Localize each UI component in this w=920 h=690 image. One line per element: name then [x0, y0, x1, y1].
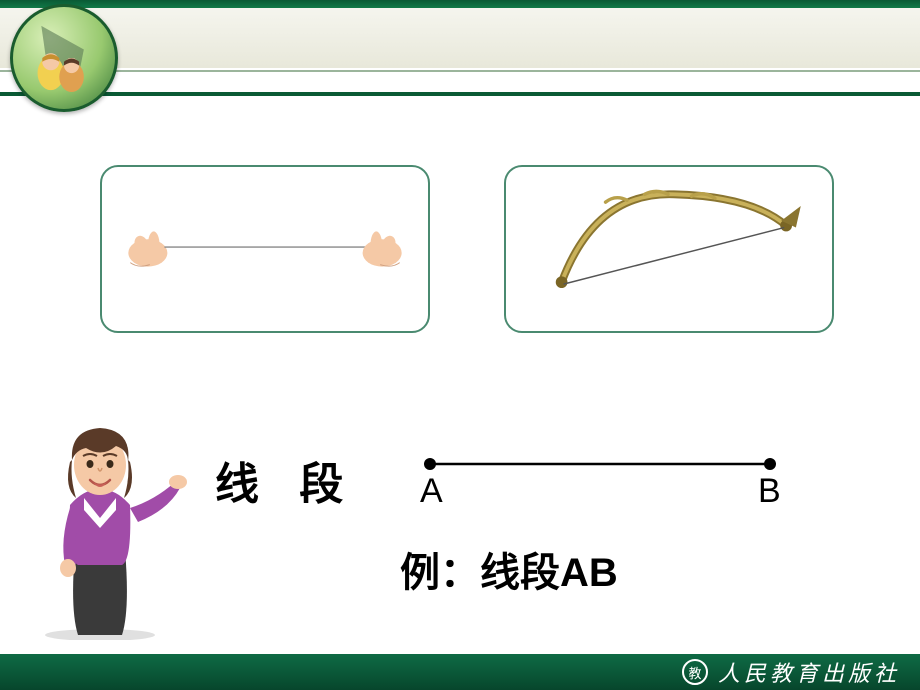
publisher-logo-icon: 教 [682, 659, 708, 685]
header-bar [0, 0, 920, 95]
teacher-illustration [20, 410, 190, 640]
content-area: 线 段 A B 例：线段AB [0, 100, 920, 650]
line-segment-diagram: A B [420, 450, 780, 510]
header-rule-1 [0, 70, 920, 72]
point-b-label: B [758, 472, 781, 511]
publisher-name: 人民教育出版社 [718, 656, 900, 688]
header-rule-2 [0, 92, 920, 96]
publisher-logo-text: 教 [688, 663, 701, 682]
example-prefix: 例：线段 [400, 551, 560, 595]
point-a-label: A [420, 472, 443, 511]
header-stripe-top [0, 0, 920, 8]
badge-icon [10, 4, 118, 112]
card-hands-string [100, 165, 430, 333]
header-bg [0, 8, 920, 68]
main-label: 线 段 [215, 448, 357, 512]
footer-bar: 教 人民教育出版社 [0, 654, 920, 690]
card-bow [504, 165, 834, 333]
example-text: 例：线段AB [400, 540, 618, 598]
example-name: AB [560, 551, 618, 595]
